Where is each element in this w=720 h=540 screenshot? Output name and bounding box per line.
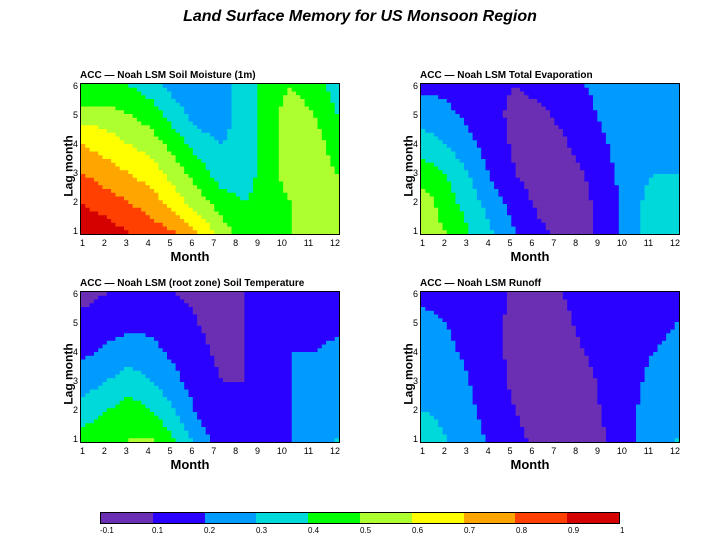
panel-d-contour bbox=[421, 292, 679, 442]
panel-b: ACC — Noah LSM Total Evaporation Lag mon… bbox=[380, 70, 680, 262]
panel-c-plot bbox=[80, 291, 340, 443]
panel-c-title: ACC — Noah LSM (root zone) Soil Temperat… bbox=[80, 278, 340, 289]
panel-a-title: ACC — Noah LSM Soil Moisture (1m) bbox=[80, 70, 340, 81]
colorbar-swatches bbox=[100, 512, 620, 524]
panel-d-xticks: 123456789101112 bbox=[420, 447, 680, 456]
panel-grid: ACC — Noah LSM Soil Moisture (1m) Lag mo… bbox=[40, 70, 680, 470]
panel-a-plot bbox=[80, 83, 340, 235]
panel-d-plot bbox=[420, 291, 680, 443]
panel-a-yticks: 123456 bbox=[64, 82, 78, 236]
panel-b-xticks: 123456789101112 bbox=[420, 239, 680, 248]
panel-a-xlabel: Month bbox=[171, 249, 210, 264]
panel-c-contour bbox=[81, 292, 339, 442]
colorbar: -0.10.10.20.30.40.50.60.70.80.91 bbox=[100, 512, 620, 536]
panel-c-xlabel: Month bbox=[171, 457, 210, 472]
panel-d-xlabel: Month bbox=[511, 457, 550, 472]
panel-d-title: ACC — Noah LSM Runoff bbox=[420, 278, 680, 289]
panel-c: ACC — Noah LSM (root zone) Soil Temperat… bbox=[40, 278, 340, 470]
colorbar-ticks: -0.10.10.20.30.40.50.60.70.80.91 bbox=[100, 526, 620, 535]
panel-a: ACC — Noah LSM Soil Moisture (1m) Lag mo… bbox=[40, 70, 340, 262]
panel-a-contour bbox=[81, 84, 339, 234]
panel-b-contour bbox=[421, 84, 679, 234]
panel-c-xticks: 123456789101112 bbox=[80, 447, 340, 456]
page-title: Land Surface Memory for US Monsoon Regio… bbox=[0, 0, 720, 26]
panel-b-yticks: 123456 bbox=[404, 82, 418, 236]
panel-b-xlabel: Month bbox=[511, 249, 550, 264]
panel-d-yticks: 123456 bbox=[404, 290, 418, 444]
panel-b-plot bbox=[420, 83, 680, 235]
panel-d: ACC — Noah LSM Runoff Lag month 123456 1… bbox=[380, 278, 680, 470]
panel-b-title: ACC — Noah LSM Total Evaporation bbox=[420, 70, 680, 81]
panel-c-yticks: 123456 bbox=[64, 290, 78, 444]
panel-a-xticks: 123456789101112 bbox=[80, 239, 340, 248]
